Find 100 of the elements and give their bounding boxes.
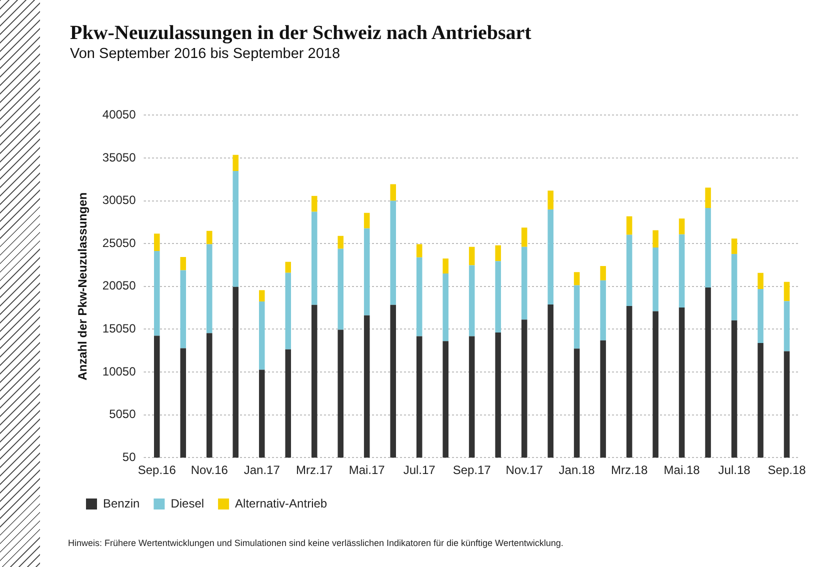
y-tick-label: 25050	[102, 236, 136, 250]
bar	[416, 244, 422, 258]
bar	[678, 308, 685, 458]
y-tick-label: 15050	[102, 322, 136, 336]
bar	[258, 290, 265, 302]
bar	[442, 258, 448, 274]
legend-label: Benzin	[103, 496, 140, 510]
bar	[784, 301, 790, 352]
bar	[548, 304, 554, 458]
bar	[416, 257, 422, 336]
bar	[731, 320, 738, 458]
bar	[521, 246, 528, 320]
bar	[364, 315, 370, 458]
bar	[232, 286, 239, 458]
bar	[442, 341, 448, 458]
bar	[652, 248, 658, 312]
bar	[390, 184, 396, 201]
y-axis-title: Anzahl der Pkw-Neuzulassungen	[76, 192, 90, 380]
x-tick-label: Nov.16	[190, 463, 228, 478]
y-tick-label: 50	[122, 450, 136, 464]
bar	[731, 254, 738, 320]
x-tick-label: Sep.17	[452, 463, 492, 478]
bar	[652, 311, 658, 458]
bar	[232, 154, 239, 172]
bar	[574, 348, 580, 458]
x-tick-label: Mrz.18	[610, 463, 648, 478]
bar	[705, 288, 711, 458]
bar	[442, 274, 448, 342]
x-tick-label: Nov.17	[506, 463, 544, 478]
bar	[468, 246, 475, 266]
x-tick-label: Jan.17	[244, 463, 280, 478]
bar	[626, 306, 632, 458]
bar	[311, 304, 318, 458]
bar	[285, 262, 292, 273]
bar	[574, 285, 580, 349]
bar	[548, 190, 554, 210]
bar	[521, 320, 528, 458]
bar	[258, 301, 265, 370]
bar	[364, 212, 370, 228]
bar	[154, 250, 160, 336]
bar	[652, 230, 658, 248]
bar	[180, 348, 186, 458]
y-tick-label: 10050	[102, 364, 136, 378]
chart-subtitle: Von September 2016 bis September 2018	[70, 46, 340, 62]
bar	[180, 257, 186, 270]
bar	[232, 171, 239, 287]
bar	[600, 340, 606, 458]
bar	[206, 230, 212, 244]
bar	[311, 196, 318, 212]
bar	[311, 212, 318, 305]
bar	[705, 188, 711, 208]
bar	[285, 272, 292, 350]
bar	[600, 280, 606, 340]
bar	[154, 234, 160, 251]
y-tick-label: 40050	[102, 108, 136, 122]
bar	[338, 330, 344, 458]
bar	[705, 208, 711, 288]
text: Hinweis: Frühere Wertentwicklungen und Simulationen sind keine verlässlichen Indikatoren für die künftige Wertentwicklung.	[68, 538, 564, 548]
bar	[758, 272, 764, 290]
legend-label: Diesel	[170, 496, 204, 510]
x-tick-label: Mai.17	[348, 463, 386, 478]
bar	[495, 332, 501, 458]
x-tick-label: Sep.18	[768, 463, 806, 478]
bar	[521, 228, 528, 247]
bar	[416, 336, 422, 458]
bar	[574, 272, 580, 286]
bar	[206, 333, 212, 458]
bar	[784, 282, 790, 302]
bar	[784, 351, 790, 458]
bar	[154, 336, 160, 458]
y-tick-label: 35050	[102, 150, 136, 164]
y-tick-label: 20050	[102, 278, 136, 293]
x-tick-label: Mrz.17	[296, 463, 334, 478]
chart-title: Pkw-Neuzulassungen in der Schweiz nach Antriebsart	[70, 22, 532, 45]
bar	[758, 342, 764, 458]
bar	[206, 244, 212, 334]
bar	[285, 349, 292, 458]
bar	[731, 238, 738, 254]
bar	[338, 248, 344, 330]
legend-label: Alternativ-Antrieb	[235, 496, 328, 510]
bar	[390, 200, 396, 305]
bar	[678, 218, 685, 234]
bar	[338, 236, 344, 249]
bar	[468, 265, 475, 336]
y-tick-label: 5050	[109, 407, 136, 422]
bar	[626, 234, 632, 306]
x-tick-label: Jan.18	[558, 463, 596, 478]
bar	[626, 216, 632, 235]
bar	[364, 228, 370, 316]
bar	[495, 245, 501, 262]
x-tick-label: Sep.16	[138, 463, 176, 478]
x-tick-label: Mai.18	[664, 463, 700, 478]
bar	[600, 266, 606, 280]
y-tick-label: 30050	[102, 193, 136, 208]
bar	[258, 370, 265, 458]
bar	[758, 289, 764, 343]
bar	[390, 304, 396, 458]
bar	[548, 209, 554, 305]
bar	[468, 336, 475, 458]
x-tick-label: Jul.17	[403, 463, 436, 478]
